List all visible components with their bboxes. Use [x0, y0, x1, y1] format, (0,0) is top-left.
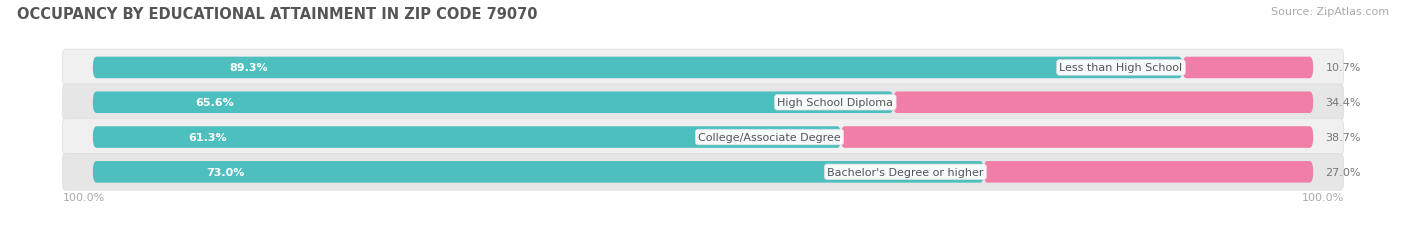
- FancyBboxPatch shape: [841, 127, 1313, 148]
- Text: 100.0%: 100.0%: [1302, 192, 1344, 202]
- Text: 61.3%: 61.3%: [188, 132, 228, 143]
- Text: 10.7%: 10.7%: [1326, 63, 1361, 73]
- FancyBboxPatch shape: [93, 92, 893, 113]
- Text: Source: ZipAtlas.com: Source: ZipAtlas.com: [1271, 7, 1389, 17]
- Text: 100.0%: 100.0%: [62, 192, 104, 202]
- Text: 34.4%: 34.4%: [1326, 98, 1361, 108]
- FancyBboxPatch shape: [1182, 57, 1313, 79]
- Text: 38.7%: 38.7%: [1326, 132, 1361, 143]
- FancyBboxPatch shape: [984, 161, 1313, 183]
- FancyBboxPatch shape: [893, 92, 1313, 113]
- FancyBboxPatch shape: [93, 57, 1182, 79]
- Text: Bachelor's Degree or higher: Bachelor's Degree or higher: [827, 167, 984, 177]
- Text: Less than High School: Less than High School: [1060, 63, 1182, 73]
- Text: OCCUPANCY BY EDUCATIONAL ATTAINMENT IN ZIP CODE 79070: OCCUPANCY BY EDUCATIONAL ATTAINMENT IN Z…: [17, 7, 537, 22]
- FancyBboxPatch shape: [93, 127, 841, 148]
- Text: 89.3%: 89.3%: [229, 63, 269, 73]
- Text: 73.0%: 73.0%: [205, 167, 245, 177]
- FancyBboxPatch shape: [62, 119, 1344, 156]
- Text: High School Diploma: High School Diploma: [778, 98, 893, 108]
- FancyBboxPatch shape: [93, 161, 984, 183]
- FancyBboxPatch shape: [62, 50, 1344, 86]
- FancyBboxPatch shape: [62, 154, 1344, 190]
- Text: 65.6%: 65.6%: [195, 98, 233, 108]
- Text: College/Associate Degree: College/Associate Degree: [699, 132, 841, 143]
- Text: 27.0%: 27.0%: [1326, 167, 1361, 177]
- FancyBboxPatch shape: [62, 85, 1344, 121]
